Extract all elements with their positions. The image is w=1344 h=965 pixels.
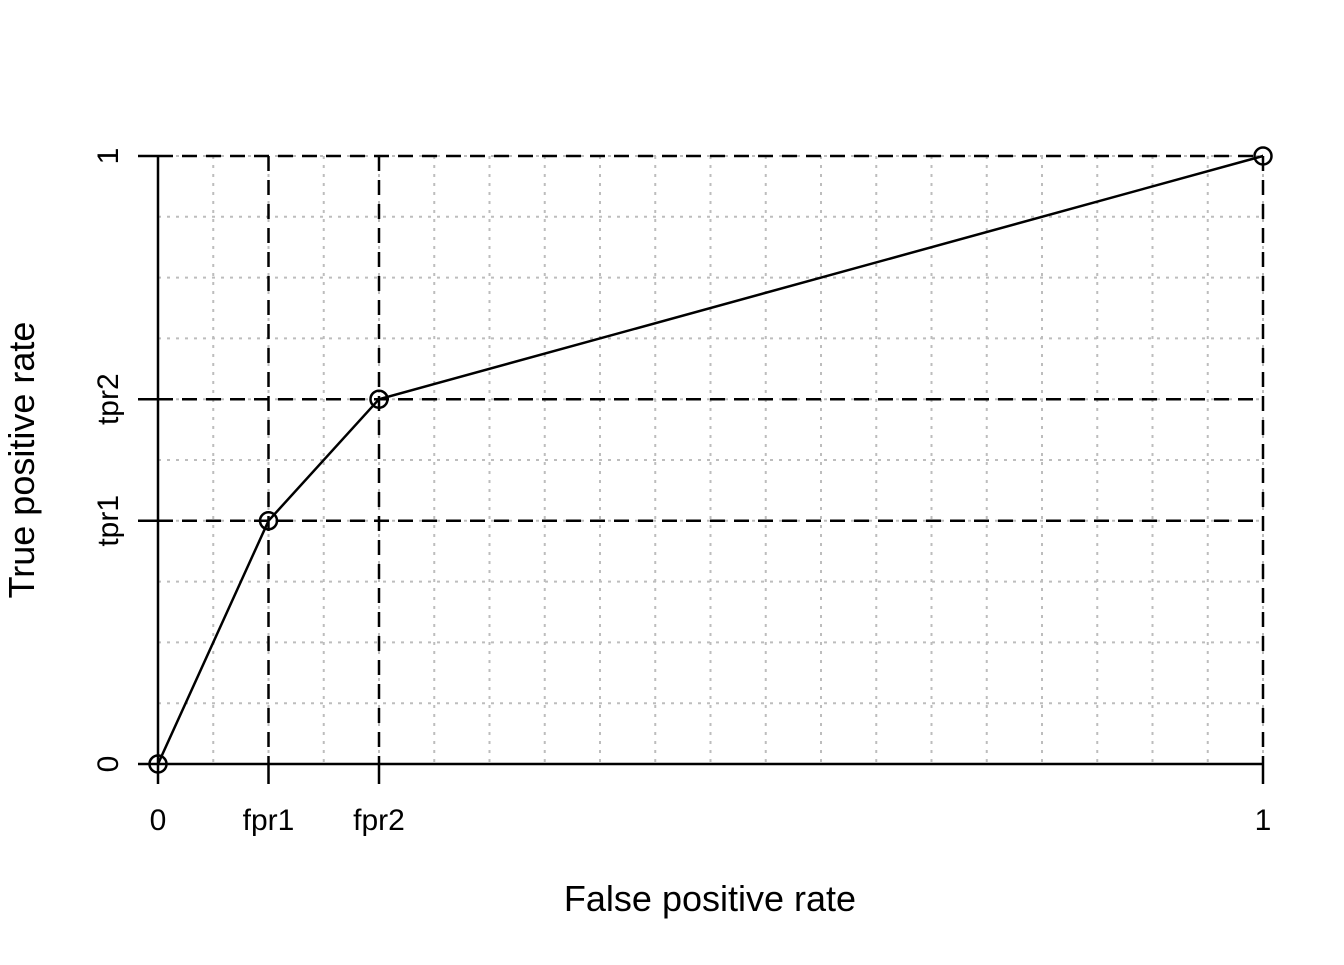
series-layer (156, 154, 1264, 765)
x-tick-label: 1 (1255, 804, 1272, 837)
point-marker (148, 754, 168, 774)
x-tick-label: 0 (150, 804, 167, 837)
x-tick-label: fpr1 (243, 804, 295, 837)
y-tick-label: 0 (92, 756, 125, 773)
point-marker (258, 511, 279, 531)
x-tick-label: fpr2 (353, 804, 405, 837)
axes-layer (138, 154, 1265, 784)
markers-layer (148, 146, 1273, 774)
y-tick-label: tpr1 (92, 495, 125, 547)
y-axis-title: True positive rate (1, 322, 42, 599)
x-axis-title: False positive rate (564, 878, 856, 919)
roc-curve-line (156, 154, 1264, 765)
y-tick-label: 1 (92, 148, 125, 165)
point-marker (369, 389, 389, 409)
tick-labels-layer: 0 fpr1 fpr2 1 0 tpr1 tpr2 1 (92, 148, 1271, 837)
y-tick-label: tpr2 (92, 373, 125, 425)
guide-lines-layer (158, 154, 1265, 764)
point-marker (1253, 146, 1273, 166)
